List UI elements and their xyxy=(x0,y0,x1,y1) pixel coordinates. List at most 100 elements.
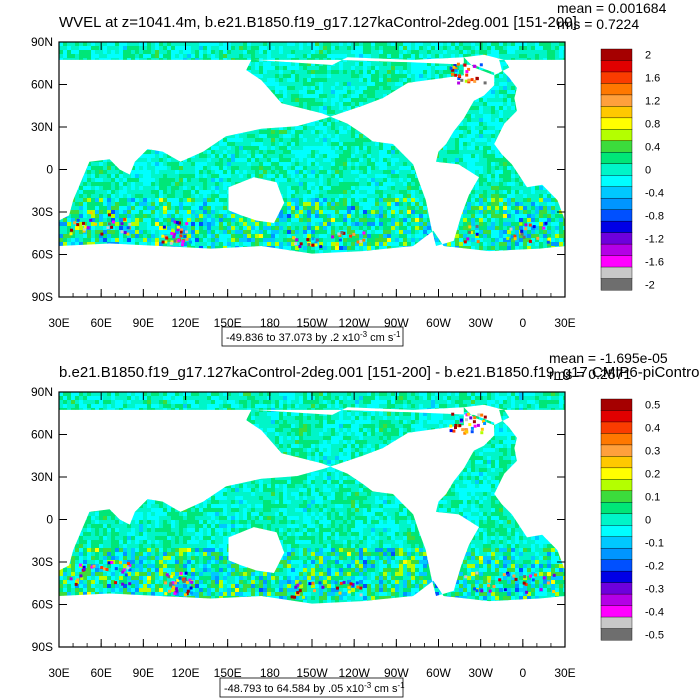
field-cell xyxy=(367,146,372,151)
field-cell xyxy=(359,134,364,139)
field-cell xyxy=(331,170,336,175)
field-cell xyxy=(171,166,176,171)
field-cell xyxy=(347,182,352,187)
field-cell xyxy=(299,42,304,47)
field-cell xyxy=(483,118,488,123)
field-cell xyxy=(431,42,436,47)
field-cell xyxy=(315,42,320,47)
field-cell xyxy=(359,46,364,51)
field-cell xyxy=(307,106,312,111)
field-cell xyxy=(339,54,344,59)
field-cell xyxy=(275,74,280,79)
field-cell xyxy=(271,78,276,83)
field-cell xyxy=(87,162,92,167)
field-cell xyxy=(335,110,340,115)
field-cell xyxy=(223,146,228,151)
field-cell xyxy=(343,82,348,87)
field-cell xyxy=(135,174,140,179)
field-cell xyxy=(143,190,148,195)
field-cell xyxy=(251,162,256,167)
field-cell xyxy=(315,122,320,127)
field-cell xyxy=(343,186,348,191)
field-cell xyxy=(363,194,368,199)
field-cell xyxy=(319,46,324,51)
field-cell xyxy=(475,134,480,139)
field-cell xyxy=(143,182,148,187)
field-cell xyxy=(419,66,424,71)
field-cell xyxy=(367,70,372,75)
field-cell xyxy=(291,94,296,99)
field-cell xyxy=(375,150,380,155)
field-cell xyxy=(531,50,536,55)
field-cell xyxy=(227,174,232,179)
field-cell xyxy=(507,174,512,179)
field-cell xyxy=(315,186,320,191)
field-cell xyxy=(499,98,504,103)
field-cell xyxy=(303,138,308,143)
field-cell xyxy=(527,54,532,59)
field-cell xyxy=(227,50,232,55)
field-cell xyxy=(447,42,452,47)
field-cell xyxy=(299,74,304,79)
field-cell xyxy=(335,62,340,67)
field-cell xyxy=(323,166,328,171)
field-cell xyxy=(299,170,304,175)
field-cell xyxy=(367,190,372,195)
field-cell xyxy=(523,54,528,59)
field-cell xyxy=(383,46,388,51)
field-cell xyxy=(291,126,296,131)
field-cell xyxy=(391,78,396,83)
field-cell xyxy=(263,150,268,155)
field-cell xyxy=(267,158,272,163)
field-cell xyxy=(327,78,332,83)
field-cell xyxy=(163,158,168,163)
field-cell xyxy=(383,66,388,71)
field-cell xyxy=(319,138,324,143)
field-cell xyxy=(411,170,416,175)
field-cell xyxy=(343,90,348,95)
field-cell xyxy=(463,154,468,159)
field-cell xyxy=(343,86,348,91)
field-cell xyxy=(287,42,292,47)
field-cell xyxy=(483,166,488,171)
field-cell xyxy=(519,46,524,51)
field-cell xyxy=(351,42,356,47)
field-cell xyxy=(103,182,108,187)
field-cell xyxy=(511,90,516,95)
field-cell xyxy=(503,46,508,51)
field-cell xyxy=(487,90,492,95)
field-cell xyxy=(243,154,248,159)
field-cell xyxy=(291,146,296,151)
field-cell xyxy=(279,190,284,195)
field-cell xyxy=(479,130,484,135)
field-cell xyxy=(371,74,376,79)
field-cell xyxy=(359,158,364,163)
field-cell xyxy=(247,150,252,155)
field-cell xyxy=(167,182,172,187)
field-cell xyxy=(387,158,392,163)
field-cell xyxy=(315,162,320,167)
field-cell xyxy=(463,58,468,63)
field-cell xyxy=(331,126,336,131)
field-cell xyxy=(407,46,412,51)
field-cell xyxy=(335,46,340,51)
field-cell xyxy=(219,54,224,59)
field-cell xyxy=(383,170,388,175)
field-cell xyxy=(79,46,84,51)
field-cell xyxy=(83,194,88,199)
field-cell xyxy=(179,186,184,191)
field-cell xyxy=(111,178,116,183)
field-cell xyxy=(195,186,200,191)
field-cell xyxy=(403,170,408,175)
field-cell xyxy=(75,198,80,203)
field-cell xyxy=(319,106,324,111)
field-cell xyxy=(227,166,232,171)
field-cell xyxy=(219,170,224,175)
field-cell xyxy=(147,150,152,155)
field-cell xyxy=(471,118,476,123)
field-cell xyxy=(371,194,376,199)
field-cell xyxy=(299,182,304,187)
field-cell xyxy=(299,190,304,195)
field-cell xyxy=(251,142,256,147)
field-cell xyxy=(307,138,312,143)
